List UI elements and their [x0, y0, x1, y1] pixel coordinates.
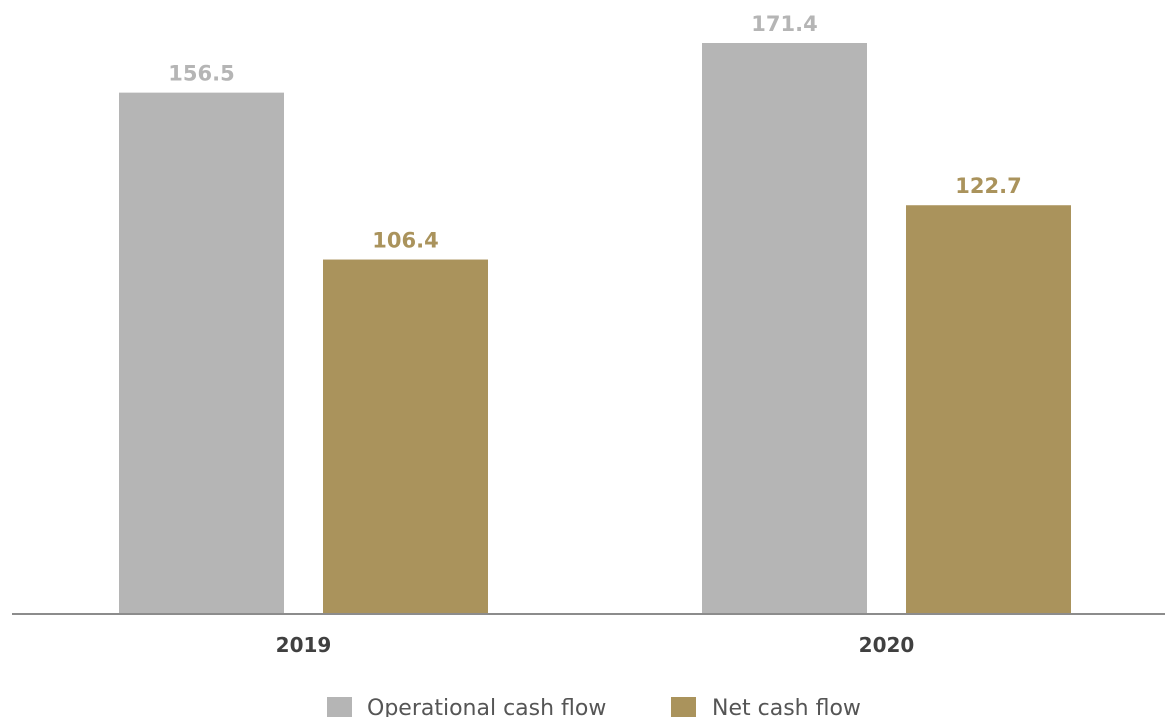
value-label-net-cash-flow-2019: 106.4 — [372, 229, 438, 253]
legend-swatch — [327, 697, 352, 717]
legend-item-operational-cash-flow: Operational cash flow — [327, 696, 606, 717]
legend: Operational cash flow Net cash flow — [327, 696, 861, 717]
bars-group — [119, 43, 1071, 614]
bar-operational-cash-flow-2019 — [119, 92, 284, 614]
value-label-net-cash-flow-2020: 122.7 — [955, 174, 1021, 198]
legend-label: Operational cash flow — [367, 696, 606, 717]
value-label-operational-cash-flow-2019: 156.5 — [168, 62, 234, 86]
category-label-2019: 2019 — [276, 633, 332, 657]
category-labels-group: 2019 2020 — [276, 633, 915, 657]
legend-label: Net cash flow — [712, 696, 861, 717]
value-labels-group: 156.5 106.4 171.4 122.7 — [168, 12, 1021, 253]
legend-swatch — [671, 697, 696, 717]
legend-item-net-cash-flow: Net cash flow — [671, 696, 861, 717]
bar-net-cash-flow-2020 — [906, 205, 1071, 614]
value-label-operational-cash-flow-2020: 171.4 — [751, 12, 817, 36]
bar-net-cash-flow-2019 — [323, 259, 488, 614]
bar-operational-cash-flow-2020 — [702, 43, 867, 614]
category-label-2020: 2020 — [859, 633, 915, 657]
